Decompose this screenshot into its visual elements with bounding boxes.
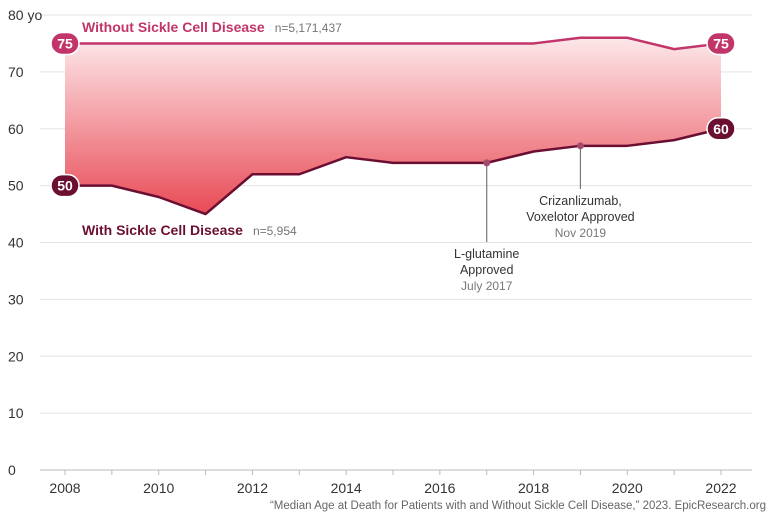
y-tick-label: 30 bbox=[8, 291, 24, 307]
annotation-text: Voxelotor Approved bbox=[526, 210, 634, 224]
annotation-marker bbox=[576, 142, 584, 150]
y-tick-label: 50 bbox=[8, 178, 24, 194]
y-tick-label: 80 yo bbox=[8, 7, 42, 23]
series-line-with-scd bbox=[65, 127, 722, 216]
x-tick-label: 2020 bbox=[612, 480, 643, 496]
series-line-without-scd bbox=[65, 36, 722, 51]
x-tick-label: 2018 bbox=[518, 480, 549, 496]
annotation-date: July 2017 bbox=[461, 279, 513, 293]
y-tick-label: 10 bbox=[8, 405, 24, 421]
badge-start-with-shape bbox=[50, 173, 80, 198]
annotation-text: Crizanlizumab, bbox=[539, 194, 622, 208]
y-tick-label: 40 bbox=[8, 235, 24, 251]
badge-start-without-text: 75 bbox=[57, 35, 73, 51]
source-citation: “Median Age at Death for Patients with a… bbox=[270, 500, 766, 512]
badge-end-without-text: 75 bbox=[713, 35, 729, 51]
badge-start-without-shape bbox=[50, 31, 80, 56]
annotation-marker bbox=[483, 159, 491, 167]
x-tick-label: 2016 bbox=[424, 480, 455, 496]
badge-end-with-text: 60 bbox=[713, 121, 729, 137]
badge-end-with-shape bbox=[706, 117, 736, 141]
annotations: L-glutamine Approved July 2017 Crizanlizuma… bbox=[454, 142, 635, 293]
series-n-without-scd: n=5,171,437 bbox=[275, 21, 342, 35]
annotation-date: Nov 2019 bbox=[555, 226, 607, 240]
series-lines bbox=[65, 36, 722, 216]
annotation-text: L-glutamine bbox=[454, 247, 519, 261]
y-tick-label: 20 bbox=[8, 348, 24, 364]
y-tick-label: 70 bbox=[8, 64, 24, 80]
badge-start-with-text: 50 bbox=[57, 178, 73, 194]
labels: 75 75 50 60 Without Sickle Cell Disease n=5,1… bbox=[50, 19, 736, 238]
y-tick-label: 60 bbox=[8, 121, 24, 137]
x-tick-label: 2010 bbox=[143, 480, 174, 496]
y-unit-label: yo bbox=[24, 7, 43, 23]
x-tick-label: 2014 bbox=[331, 480, 362, 496]
gap-area-fill bbox=[65, 37, 721, 215]
series-label-without-scd: Without Sickle Cell Disease bbox=[82, 19, 265, 35]
x-tick-label: 2022 bbox=[705, 480, 736, 496]
series-label-with-scd: With Sickle Cell Disease bbox=[82, 222, 243, 238]
annotation-text: Approved bbox=[460, 263, 514, 277]
x-tick-label: 2012 bbox=[237, 480, 268, 496]
y-tick-label: 0 bbox=[8, 462, 16, 478]
x-tick-label: 2008 bbox=[49, 480, 80, 496]
badge-end-without-shape bbox=[706, 31, 736, 56]
series-n-with-scd: n=5,954 bbox=[253, 224, 297, 238]
gap-area bbox=[65, 37, 721, 215]
